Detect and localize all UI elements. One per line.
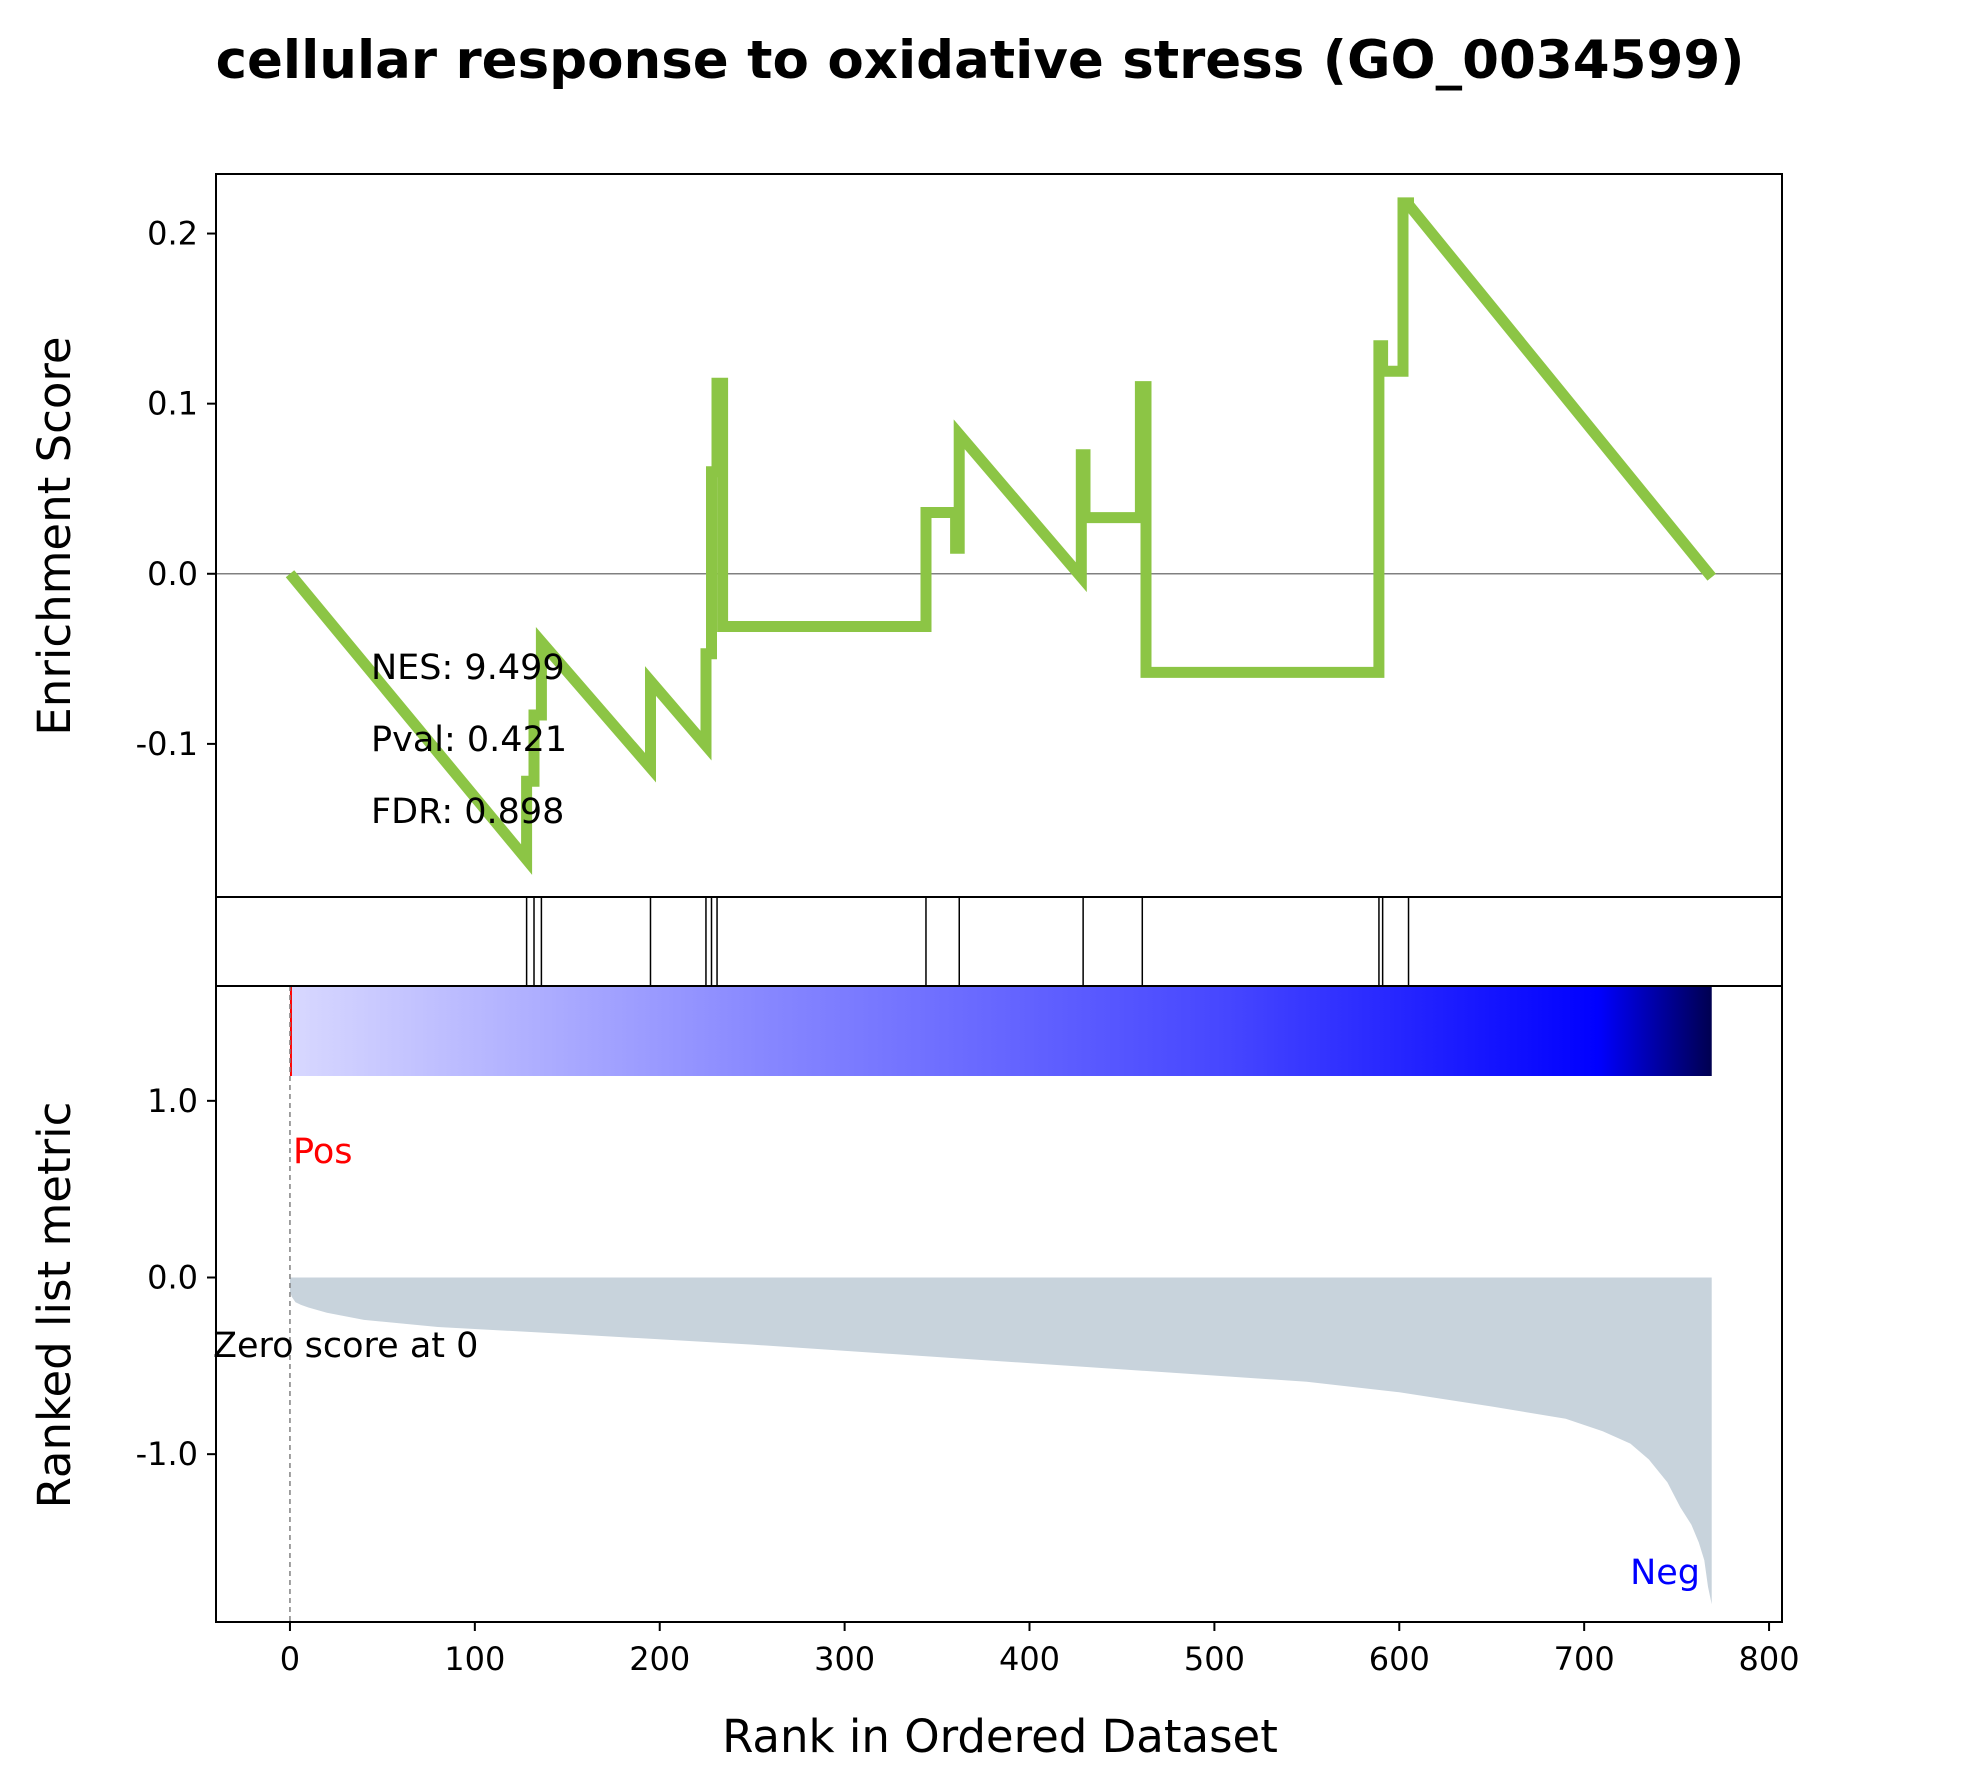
x-tick-label: 500 — [1184, 1640, 1245, 1678]
ranked-y-ticks: 1.0 0.0 -1.0 — [136, 1082, 216, 1473]
running-enrichment-line — [285, 197, 1716, 875]
x-tick-label: 100 — [444, 1640, 505, 1678]
es-y-ticks: 0.2 0.1 0.0 -0.1 — [136, 215, 216, 763]
pval-text: Pval: 0.421 — [371, 720, 567, 760]
x-axis-label: Rank in Ordered Dataset — [722, 1710, 1278, 1763]
es-y-tick-label: -0.1 — [136, 725, 198, 763]
x-tick-label: 600 — [1369, 1640, 1430, 1678]
zero-score-text: Zero score at 0 — [213, 1326, 478, 1366]
pos-label: Pos — [293, 1132, 353, 1172]
ranked-y-axis-label: Ranked list metric — [28, 1102, 81, 1509]
hits-panel — [215, 896, 1783, 987]
x-tick-label: 300 — [814, 1640, 875, 1678]
es-y-tick-label: 0.0 — [147, 555, 198, 593]
x-tick-label: 800 — [1739, 1640, 1800, 1678]
ranked-panel-frame — [215, 985, 1783, 1623]
x-tick-label: 200 — [629, 1640, 690, 1678]
ranked-metric-area — [290, 1277, 1712, 1605]
x-tick-label: 400 — [999, 1640, 1060, 1678]
x-axis-ticks: 0 100 200 300 400 500 600 700 800 — [280, 1622, 1800, 1678]
nes-text: NES: 9.499 — [371, 648, 565, 688]
ranked-y-tick-label: -1.0 — [136, 1435, 198, 1473]
x-tick-label: 700 — [1554, 1640, 1615, 1678]
hits-panel-frame — [215, 896, 1783, 987]
es-y-axis-label: Enrichment Score — [28, 336, 81, 735]
es-y-tick-label: 0.2 — [147, 215, 198, 253]
hit-lines — [525, 897, 1410, 986]
fdr-text: FDR: 0.898 — [371, 792, 564, 832]
x-tick-label: 0 — [280, 1640, 300, 1678]
es-panel-frame — [215, 173, 1783, 898]
es-panel: 0.2 0.1 0.0 -0.1 NES: 9.499 Pval: 0.421 FDR… — [28, 173, 1783, 898]
rank-color-bar — [289, 986, 1712, 1076]
es-y-tick-label: 0.1 — [147, 385, 198, 423]
chart-title: cellular response to oxidative stress (G… — [216, 30, 1745, 91]
ranked-y-tick-label: 1.0 — [147, 1082, 198, 1120]
ranked-panel: 1.0 0.0 -1.0 Pos Neg Zero score at 0 Ranke… — [28, 985, 1783, 1623]
neg-label: Neg — [1630, 1553, 1700, 1593]
ranked-y-tick-label: 0.0 — [147, 1259, 198, 1297]
